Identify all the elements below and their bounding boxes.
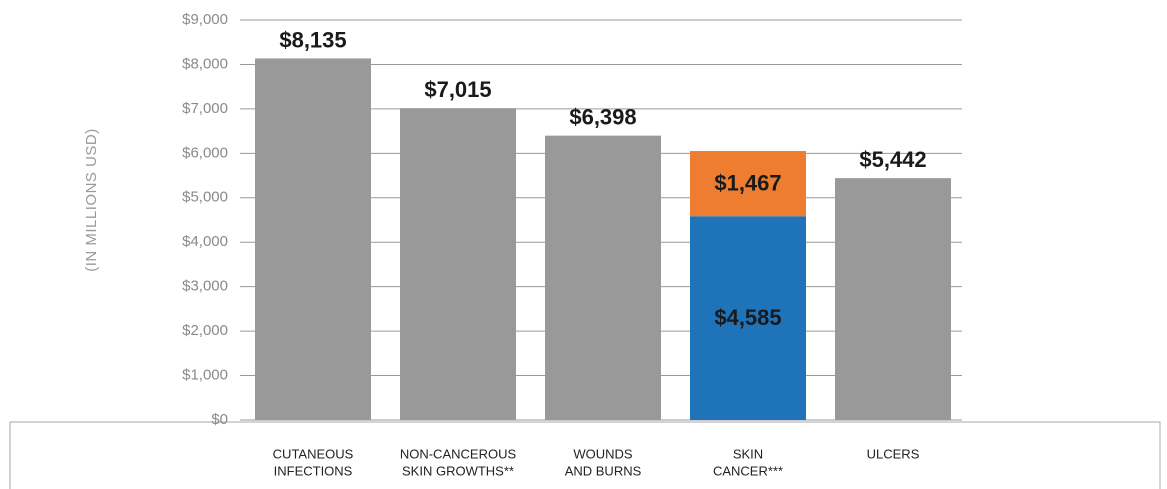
y-tick-label: $0 xyxy=(211,411,228,428)
bar xyxy=(690,216,806,420)
x-tick-label: ULCERS xyxy=(867,446,920,461)
bar xyxy=(835,178,951,420)
x-tick-label: SKIN GROWTHS** xyxy=(402,463,514,478)
data-label: $8,135 xyxy=(279,27,346,52)
y-tick-label: $8,000 xyxy=(182,55,228,72)
x-tick-label: NON-CANCEROUS xyxy=(400,446,517,461)
x-tick-label: WOUNDS xyxy=(573,446,633,461)
x-tick-label: AND BURNS xyxy=(565,463,642,478)
y-axis-title: (IN MILLIONS USD) xyxy=(83,128,100,272)
bar xyxy=(690,151,806,217)
x-tick-label: CANCER*** xyxy=(713,463,783,478)
data-label: $7,015 xyxy=(424,77,491,102)
y-tick-label: $4,000 xyxy=(182,233,228,250)
bar xyxy=(255,58,371,420)
data-label: $1,467 xyxy=(714,170,781,195)
y-tick-label: $7,000 xyxy=(182,100,228,117)
y-tick-label: $9,000 xyxy=(182,11,228,28)
frame xyxy=(9,421,1161,489)
y-tick-label: $1,000 xyxy=(182,367,228,384)
x-tick-label: SKIN xyxy=(733,446,763,461)
y-tick-label: $3,000 xyxy=(182,278,228,295)
bar xyxy=(545,135,661,420)
data-label: $5,442 xyxy=(859,147,926,172)
data-label: $6,398 xyxy=(569,104,636,129)
y-tick-label: $2,000 xyxy=(182,322,228,339)
y-tick-label: $5,000 xyxy=(182,189,228,206)
x-tick-label: CUTANEOUS xyxy=(273,446,354,461)
x-tick-label: INFECTIONS xyxy=(274,463,353,478)
bar xyxy=(400,108,516,420)
data-label: $4,585 xyxy=(714,305,781,330)
y-tick-label: $6,000 xyxy=(182,144,228,161)
